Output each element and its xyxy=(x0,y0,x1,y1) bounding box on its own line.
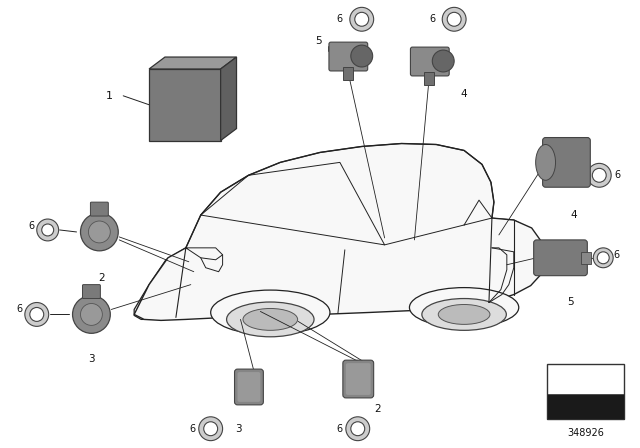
Text: 5: 5 xyxy=(315,36,321,46)
Text: 4: 4 xyxy=(461,89,467,99)
Text: 6: 6 xyxy=(337,424,343,434)
Circle shape xyxy=(597,252,609,264)
Text: 6: 6 xyxy=(29,221,35,231)
Text: 3: 3 xyxy=(235,424,242,434)
Text: 6: 6 xyxy=(613,250,620,260)
Text: 2: 2 xyxy=(98,273,105,283)
Ellipse shape xyxy=(438,305,490,324)
Text: 6: 6 xyxy=(429,14,435,24)
Bar xyxy=(547,364,624,419)
Polygon shape xyxy=(221,57,237,141)
Circle shape xyxy=(593,248,613,268)
FancyBboxPatch shape xyxy=(543,138,590,187)
Circle shape xyxy=(592,168,606,182)
Text: 6: 6 xyxy=(189,424,196,434)
Polygon shape xyxy=(134,218,543,319)
FancyBboxPatch shape xyxy=(90,202,108,216)
Circle shape xyxy=(432,50,454,72)
FancyBboxPatch shape xyxy=(410,47,449,76)
Polygon shape xyxy=(149,69,221,141)
Circle shape xyxy=(351,422,365,435)
Text: 4: 4 xyxy=(570,210,577,220)
Ellipse shape xyxy=(422,298,506,330)
FancyBboxPatch shape xyxy=(534,240,588,276)
Circle shape xyxy=(81,303,102,325)
Circle shape xyxy=(355,13,369,26)
Text: 348926: 348926 xyxy=(567,428,604,438)
Ellipse shape xyxy=(243,309,298,330)
Polygon shape xyxy=(134,143,545,320)
Text: 6: 6 xyxy=(337,14,343,24)
Text: 6: 6 xyxy=(614,170,620,180)
Ellipse shape xyxy=(227,302,314,337)
Ellipse shape xyxy=(211,290,330,335)
Circle shape xyxy=(199,417,223,441)
Polygon shape xyxy=(149,57,237,69)
Circle shape xyxy=(30,307,44,321)
Circle shape xyxy=(42,224,54,236)
Circle shape xyxy=(588,164,611,187)
Text: 2: 2 xyxy=(374,404,381,414)
Circle shape xyxy=(346,417,370,441)
Text: 6: 6 xyxy=(17,305,23,314)
FancyBboxPatch shape xyxy=(329,42,368,71)
FancyBboxPatch shape xyxy=(343,360,374,398)
Circle shape xyxy=(36,219,59,241)
Ellipse shape xyxy=(410,288,519,327)
FancyBboxPatch shape xyxy=(346,363,371,395)
Ellipse shape xyxy=(536,145,556,180)
Bar xyxy=(424,72,435,85)
Circle shape xyxy=(81,213,118,251)
Bar xyxy=(547,394,624,419)
FancyBboxPatch shape xyxy=(237,372,260,402)
Text: 5: 5 xyxy=(567,297,573,306)
FancyBboxPatch shape xyxy=(83,284,100,298)
Circle shape xyxy=(204,422,218,435)
Bar xyxy=(581,252,591,264)
Bar xyxy=(343,67,353,80)
Circle shape xyxy=(25,302,49,326)
Circle shape xyxy=(72,296,110,333)
Circle shape xyxy=(88,221,110,243)
Circle shape xyxy=(447,13,461,26)
Circle shape xyxy=(350,7,374,31)
Text: 1: 1 xyxy=(106,91,113,101)
Circle shape xyxy=(442,7,466,31)
Circle shape xyxy=(351,45,372,67)
Text: 3: 3 xyxy=(88,354,95,364)
FancyBboxPatch shape xyxy=(234,369,263,405)
